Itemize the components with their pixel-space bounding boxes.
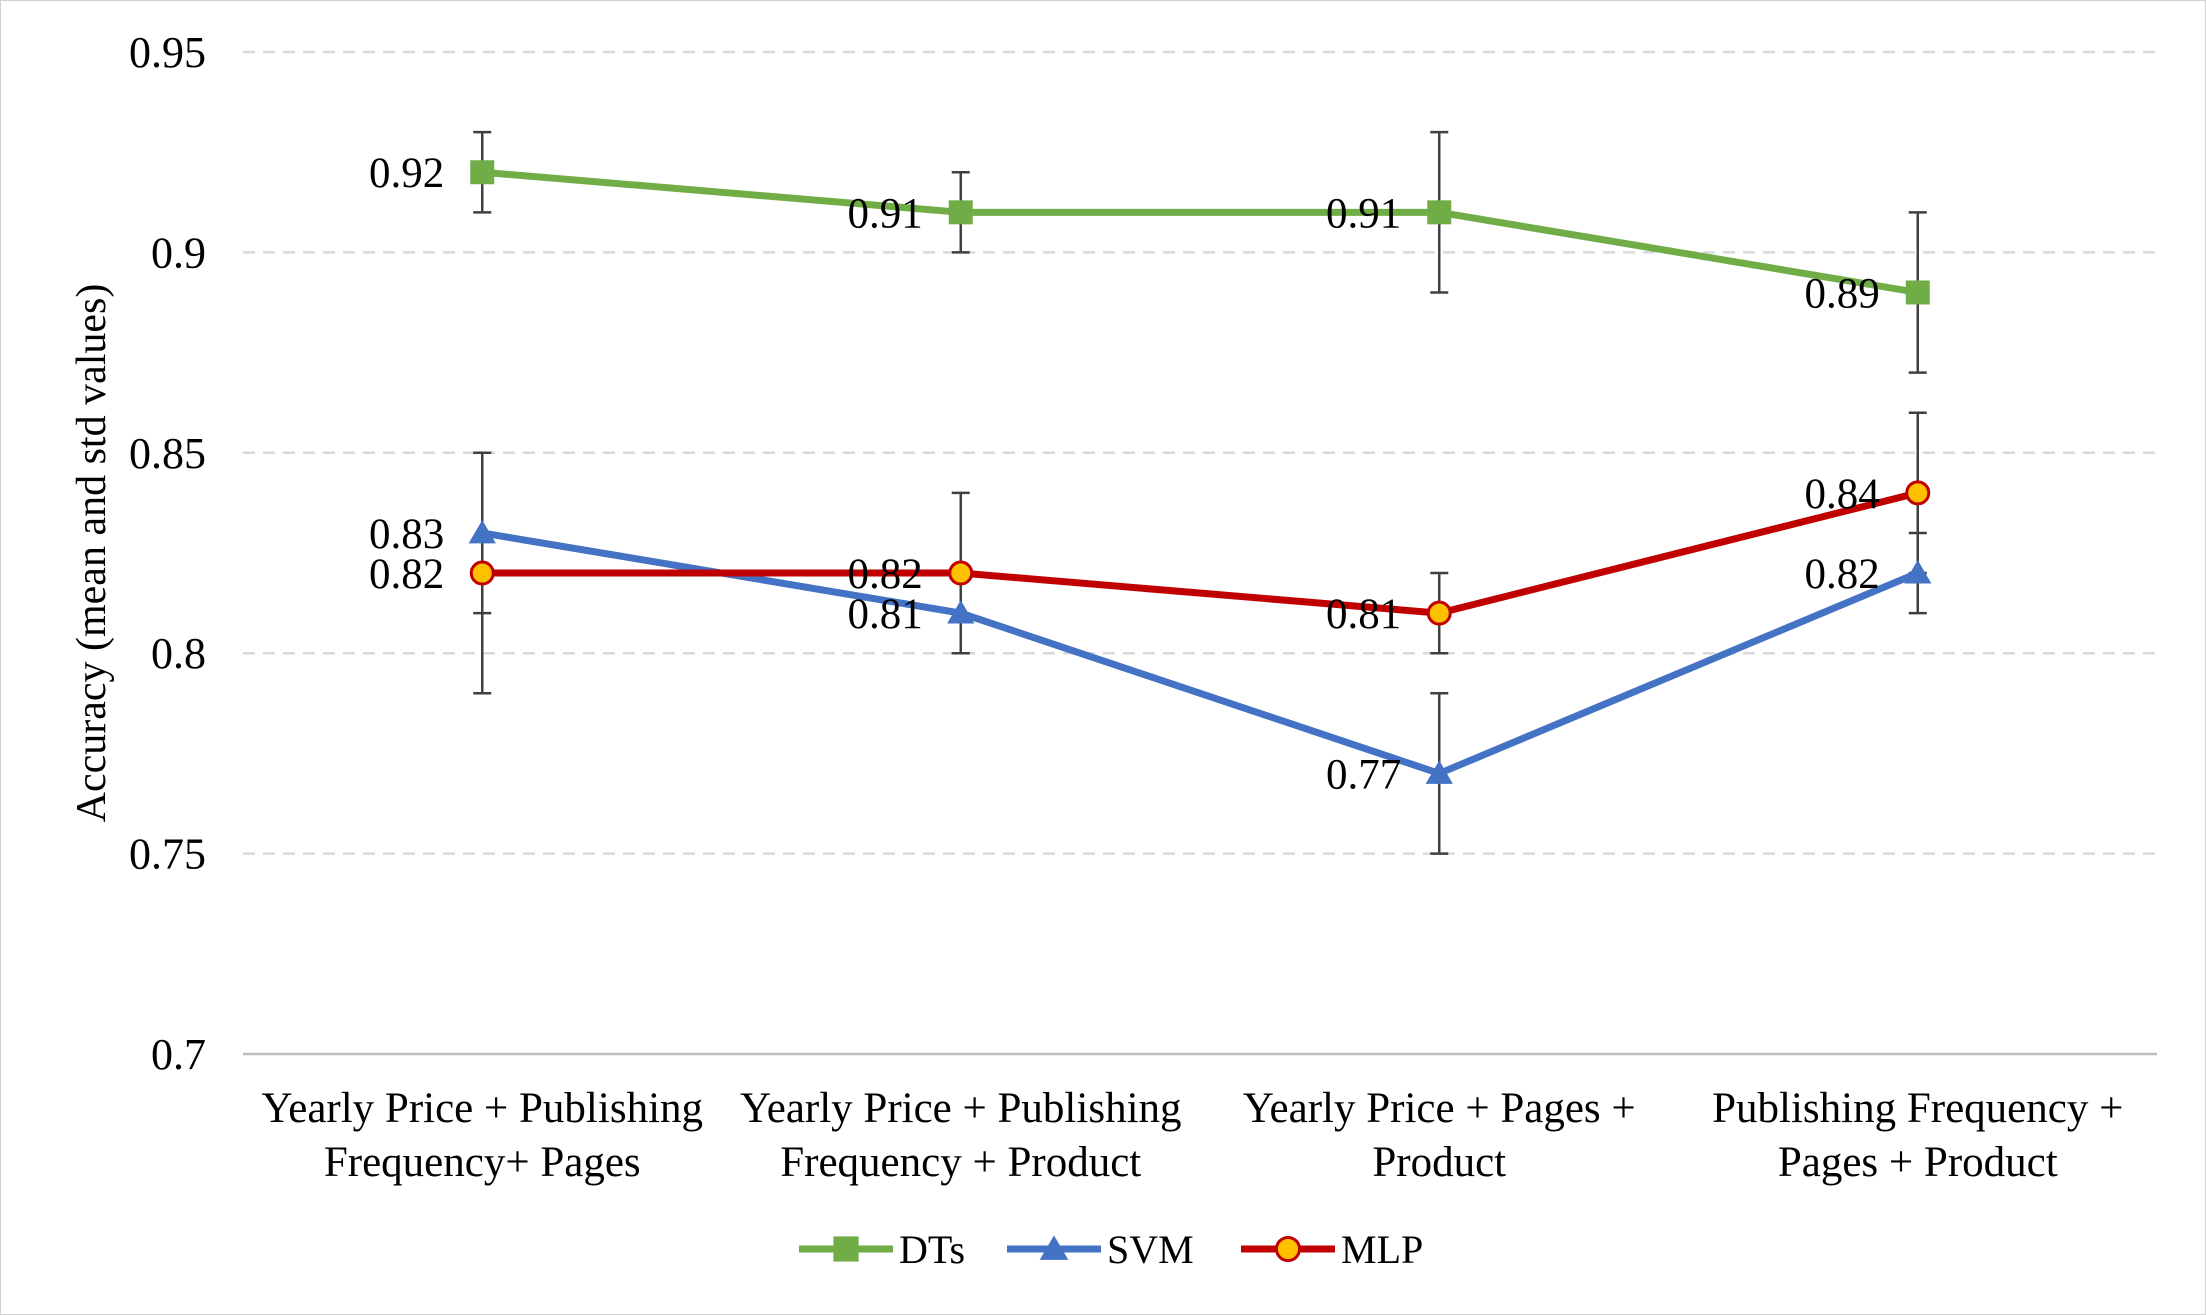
- x-category-label: Frequency+ Pages: [324, 1139, 641, 1186]
- data-label-svm: 0.82: [1805, 551, 1880, 598]
- data-label-mlp: 0.81: [1326, 591, 1401, 638]
- data-point-svm: [468, 519, 496, 544]
- y-axis-title: Accuracy (mean and std values): [69, 284, 115, 823]
- data-label-dts: 0.92: [369, 150, 444, 197]
- data-point-dts: [1427, 200, 1452, 225]
- data-label-dts: 0.89: [1805, 270, 1880, 317]
- data-point-dts: [1905, 280, 1930, 305]
- series-line-dts: [481, 168, 1919, 296]
- x-category-label: Pages + Product: [1778, 1139, 2058, 1186]
- y-tick-label: 0.9: [151, 228, 206, 277]
- legend-marker-svm: [1039, 1235, 1069, 1260]
- data-point-dts: [470, 160, 495, 185]
- x-category-label: Frequency + Product: [780, 1139, 1141, 1186]
- data-label-dts: 0.91: [1326, 190, 1401, 237]
- y-tick-label: 0.75: [129, 830, 206, 879]
- data-label-svm: 0.81: [848, 591, 923, 638]
- x-category-label: Publishing Frequency +: [1712, 1085, 2123, 1132]
- legend-label-mlp: MLP: [1341, 1227, 1423, 1272]
- y-tick-label: 0.95: [129, 28, 206, 77]
- data-point-svm: [1904, 560, 1932, 584]
- series-line-svm: [481, 529, 1920, 777]
- legend-label-svm: SVM: [1107, 1227, 1194, 1272]
- data-label-mlp: 0.82: [369, 551, 444, 598]
- x-category-label: Yearly Price + Publishing: [261, 1085, 703, 1132]
- data-point-mlp: [469, 560, 495, 586]
- data-point-svm: [1425, 760, 1453, 784]
- data-point-mlp: [948, 560, 974, 586]
- x-category-label: Yearly Price + Publishing: [740, 1085, 1182, 1132]
- x-category-label: Yearly Price + Pages +: [1243, 1085, 1636, 1132]
- y-tick-label: 0.8: [151, 629, 206, 678]
- x-category-label: Product: [1372, 1139, 1506, 1186]
- legend-marker-mlp: [1274, 1235, 1302, 1263]
- series-line-mlp: [482, 489, 1919, 617]
- y-tick-label: 0.7: [151, 1030, 206, 1079]
- data-label-dts: 0.91: [848, 190, 923, 237]
- data-point-svm: [947, 600, 975, 624]
- legend-label-dts: DTs: [899, 1227, 965, 1272]
- data-point-mlp: [1905, 480, 1931, 506]
- data-point-dts: [948, 200, 973, 225]
- data-label-mlp: 0.82: [848, 551, 923, 598]
- legend-marker-dts: [833, 1236, 859, 1262]
- data-label-svm: 0.83: [369, 511, 444, 558]
- data-label-mlp: 0.84: [1805, 471, 1880, 518]
- data-label-svm: 0.77: [1326, 751, 1401, 798]
- y-tick-label: 0.85: [129, 429, 206, 478]
- data-point-mlp: [1426, 600, 1452, 626]
